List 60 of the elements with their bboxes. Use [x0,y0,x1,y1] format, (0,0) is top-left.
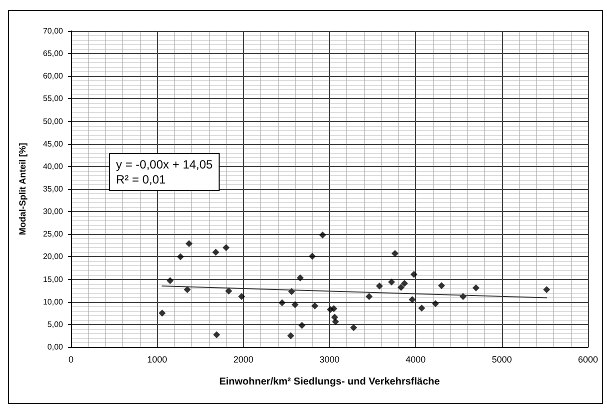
y-tick-label: 25,00 [42,230,64,239]
point [292,301,299,308]
y-tick-label: 0,00 [47,342,64,352]
point [278,299,286,306]
point [332,318,340,326]
point [186,240,193,248]
point [212,248,220,256]
point [331,314,338,321]
point [398,284,405,291]
y-tick-label: 20,00 [42,252,64,262]
annotation: y = -0,00x + 14,05 R² = 0,01 [116,158,214,186]
y-tick-label: 10,00 [42,297,64,306]
point [319,232,326,239]
x-tick-label: 2000 [233,354,254,364]
y-tick-label: 45,00 [42,139,64,148]
x-tick-label: 4000 [406,354,426,364]
y-tick-label: 50,00 [42,116,64,126]
point [400,280,408,287]
point [366,292,373,300]
y-tick-label: 40,00 [42,162,64,171]
point [350,324,358,332]
point [225,288,232,295]
point [296,274,304,282]
point [298,322,306,329]
point [388,278,396,286]
x-tick-label: 3000 [319,354,340,364]
y-tick-label: 35,00 [42,184,64,194]
y-tick-label: 55,00 [42,94,64,104]
point [418,304,426,312]
x-tick-label: 6000 [578,354,598,364]
y-axis-title: Modal-Split Anteil [%] [18,142,28,236]
point [158,310,166,317]
point [472,284,480,292]
point [330,305,338,312]
point [238,292,246,300]
point [222,244,230,252]
point [391,250,398,258]
point [543,286,550,294]
y-tick-label: 5,00 [47,320,64,329]
y-tick-label: 15,00 [42,274,64,284]
point [410,270,418,278]
point [376,282,383,290]
y-tick-label: 30,00 [42,207,64,216]
point [311,302,318,310]
x-tick-label: 0 [68,354,74,364]
point [287,332,294,340]
point [308,252,316,260]
x-axis-title: Einwohner/km² Siedlungs- und Verkehrsfläche [219,376,440,388]
point [184,286,191,294]
point [176,253,184,260]
y-tick-label: 70,00 [42,26,64,36]
point [213,331,220,338]
x-tick-label: 5000 [492,354,512,364]
point [438,282,446,290]
point [166,277,174,284]
point [408,296,416,304]
y-tick-label: 60,00 [42,72,64,81]
y-tick-label: 65,00 [42,49,64,58]
x-tick-label: 1000 [147,354,168,364]
point [432,300,439,308]
